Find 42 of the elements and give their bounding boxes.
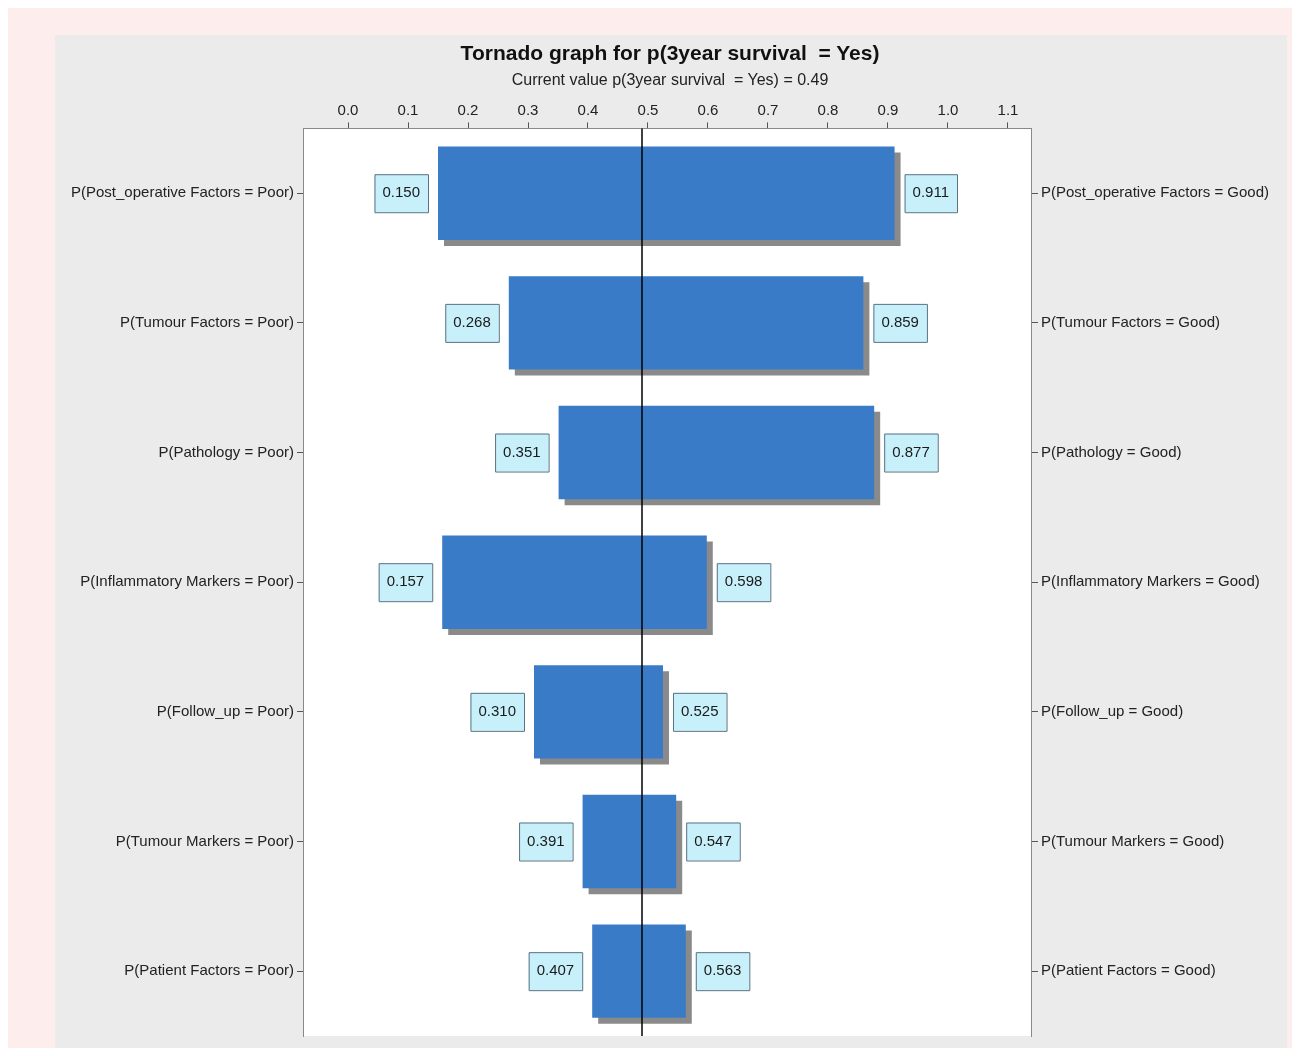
chart-title: Tornado graph for p(3year survival = Yes): [460, 41, 880, 65]
annotation: 0.157: [386, 572, 425, 590]
annotation: 0.310: [478, 702, 517, 719]
x-tick-label: 0.6: [697, 100, 719, 118]
annotation: 0.150: [382, 183, 421, 201]
x-tick-label: 0.8: [817, 100, 839, 118]
y2-tick-label: P(Patient Factors = Good): [1040, 961, 1216, 979]
x-tick-label: 0.0: [337, 100, 359, 118]
y-tick-label: P(Patient Factors = Poor): [124, 961, 295, 979]
annotation: 0.407: [536, 961, 575, 979]
annotation: 0.351: [503, 442, 541, 460]
x-tick-label: 0.5: [637, 100, 659, 118]
x-tick-label: 0.1: [397, 100, 419, 118]
y-tick-label: P(Inflammatory Markers = Poor): [80, 572, 295, 590]
x-tick-label: 0.4: [577, 100, 599, 118]
x-tick-label: 0.9: [877, 100, 899, 118]
x-tick-label: 0.2: [457, 100, 479, 118]
x-tick-label: 1.0: [937, 100, 959, 118]
y2-tick-label: P(Follow_up = Good): [1040, 702, 1184, 719]
y2-tick-label: P(Post_operative Factors = Good): [1040, 183, 1270, 201]
annotation: 0.547: [694, 831, 732, 849]
annotation: 0.859: [881, 313, 919, 331]
y-tick-label: P(Follow_up = Poor): [156, 702, 295, 719]
x-tick-label: 1.1: [997, 100, 1019, 118]
chart-subtitle: Current value p(3year survival = Yes) = 0.49: [511, 71, 829, 89]
annotation: 0.877: [892, 442, 930, 460]
annotation: 0.598: [724, 572, 763, 590]
y2-tick-label: P(Tumour Factors = Good): [1040, 313, 1221, 331]
annotation: 0.268: [453, 313, 491, 331]
y-tick-label: P(Post_operative Factors = Poor): [71, 183, 295, 201]
x-tick-label: 0.7: [757, 100, 779, 118]
annotation: 0.391: [527, 831, 565, 849]
y2-tick-label: P(Inflammatory Markers = Good): [1040, 572, 1260, 590]
y-tick-label: P(Pathology = Poor): [158, 442, 295, 460]
y2-tick-label: P(Pathology = Good): [1040, 442, 1182, 460]
x-tick-label: 0.3: [517, 100, 539, 118]
annotation: 0.911: [912, 183, 950, 201]
y-tick-label: P(Tumour Markers = Poor): [115, 831, 295, 849]
annotation: 0.525: [680, 702, 719, 719]
annotation: 0.563: [703, 961, 742, 979]
y2-tick-label: P(Tumour Markers = Good): [1040, 831, 1225, 849]
y-tick-label: P(Tumour Factors = Poor): [119, 313, 295, 331]
